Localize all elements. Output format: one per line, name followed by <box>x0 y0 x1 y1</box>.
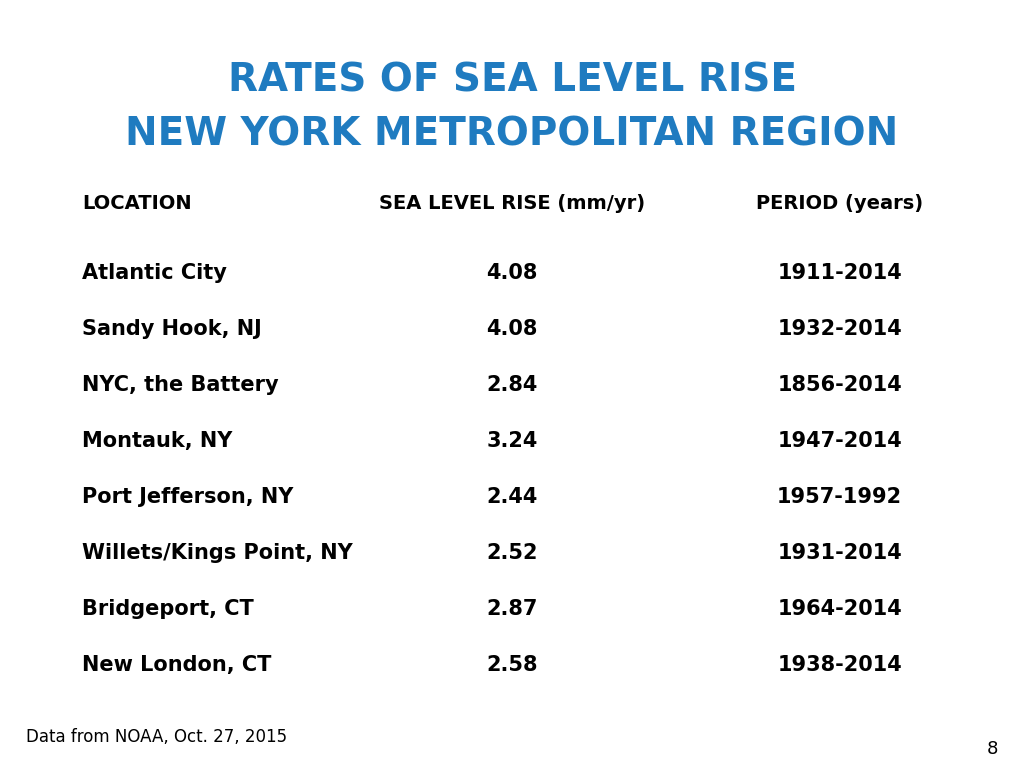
Text: Port Jefferson, NY: Port Jefferson, NY <box>82 487 293 507</box>
Text: Atlantic City: Atlantic City <box>82 263 226 283</box>
Text: 2.44: 2.44 <box>486 487 538 507</box>
Text: 8: 8 <box>987 740 998 758</box>
Text: SEA LEVEL RISE (mm/yr): SEA LEVEL RISE (mm/yr) <box>379 194 645 213</box>
Text: 4.08: 4.08 <box>486 319 538 339</box>
Text: Data from NOAA, Oct. 27, 2015: Data from NOAA, Oct. 27, 2015 <box>26 728 287 746</box>
Text: Montauk, NY: Montauk, NY <box>82 431 232 451</box>
Text: 3.24: 3.24 <box>486 431 538 451</box>
Text: Willets/Kings Point, NY: Willets/Kings Point, NY <box>82 543 352 563</box>
Text: NYC, the Battery: NYC, the Battery <box>82 375 279 395</box>
Text: 2.84: 2.84 <box>486 375 538 395</box>
Text: 1856-2014: 1856-2014 <box>777 375 902 395</box>
Text: Bridgeport, CT: Bridgeport, CT <box>82 599 254 619</box>
Text: 1931-2014: 1931-2014 <box>777 543 902 563</box>
Text: 1947-2014: 1947-2014 <box>777 431 902 451</box>
Text: 2.52: 2.52 <box>486 543 538 563</box>
Text: 1957-1992: 1957-1992 <box>777 487 902 507</box>
Text: 2.87: 2.87 <box>486 599 538 619</box>
Text: RATES OF SEA LEVEL RISE: RATES OF SEA LEVEL RISE <box>227 61 797 100</box>
Text: Sandy Hook, NJ: Sandy Hook, NJ <box>82 319 262 339</box>
Text: LOCATION: LOCATION <box>82 194 191 213</box>
Text: 1911-2014: 1911-2014 <box>777 263 902 283</box>
Text: New London, CT: New London, CT <box>82 655 271 675</box>
Text: PERIOD (years): PERIOD (years) <box>756 194 924 213</box>
Text: 2.58: 2.58 <box>486 655 538 675</box>
Text: 1932-2014: 1932-2014 <box>777 319 902 339</box>
Text: 1938-2014: 1938-2014 <box>777 655 902 675</box>
Text: NEW YORK METROPOLITAN REGION: NEW YORK METROPOLITAN REGION <box>125 115 899 154</box>
Text: 1964-2014: 1964-2014 <box>777 599 902 619</box>
Text: 4.08: 4.08 <box>486 263 538 283</box>
